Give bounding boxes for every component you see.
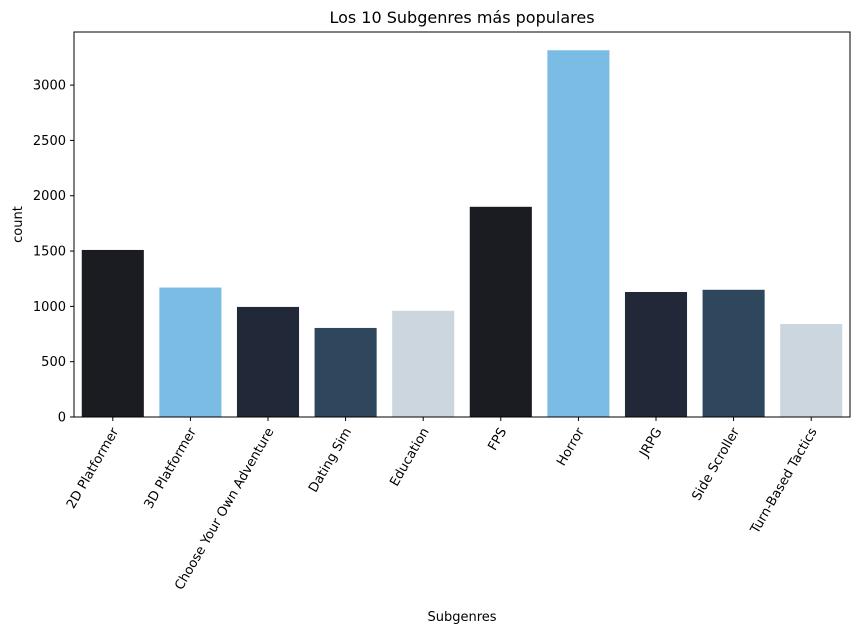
y-tick-label: 0 — [58, 411, 66, 426]
y-tick-label: 500 — [41, 355, 66, 370]
bar-fps — [469, 206, 532, 417]
x-tick-label: Horror — [554, 425, 588, 469]
x-tick-label: JRPG — [637, 426, 666, 461]
x-tick-label: 2D Platformer — [64, 425, 123, 512]
bars-group — [81, 50, 843, 418]
x-tick-label: Side Scroller — [689, 425, 743, 503]
x-tick-label: Dating Sim — [306, 426, 355, 496]
bar-turn-based-tactics — [780, 324, 843, 417]
x-tick-label: FPS — [485, 426, 510, 454]
y-axis-label: count — [11, 206, 26, 243]
x-tick-label: Education — [387, 426, 432, 490]
x-tick-label: 3D Platformer — [142, 425, 201, 512]
y-axis: 0 500 1000 1500 2000 2500 3000 — [33, 79, 74, 426]
bar-choose-your-own-adventure — [236, 306, 300, 417]
y-tick-label: 1500 — [33, 245, 66, 260]
chart-title: Los 10 Subgenres más populares — [329, 8, 594, 27]
x-tick-label: Turn-Based Tactics — [747, 425, 820, 537]
bar-jrpg — [624, 291, 688, 417]
y-tick-label: 1000 — [33, 300, 66, 315]
y-tick-label: 2000 — [33, 189, 66, 204]
bar-education — [392, 310, 455, 417]
bar-horror — [547, 50, 610, 418]
y-tick-label: 2500 — [33, 134, 66, 149]
x-axis-label: Subgenres — [427, 610, 496, 625]
bar-side-scroller — [702, 289, 765, 417]
y-tick-label: 3000 — [33, 79, 66, 94]
bar-dating-sim — [314, 327, 377, 417]
plot-frame — [73, 31, 851, 418]
bar-2d-platformer — [81, 249, 144, 417]
bar-3d-platformer — [159, 287, 222, 417]
